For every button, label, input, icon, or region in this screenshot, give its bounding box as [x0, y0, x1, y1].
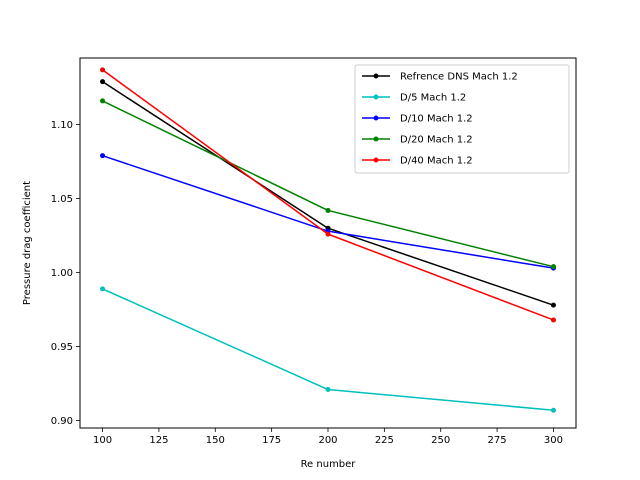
legend-entry: D/10 Mach 1.2 [400, 114, 473, 125]
x-tick-label: 300 [544, 435, 563, 446]
y-axis-label: Pressure drag coefficient [22, 181, 33, 305]
series-3 [100, 98, 556, 270]
series-layer [100, 67, 556, 413]
legend: Refrence DNS Mach 1.2 D/5 Mach 1.2 D/10 Ma… [354, 64, 570, 174]
data-point [325, 387, 331, 393]
data-point [100, 286, 106, 292]
legend-frame [354, 64, 570, 174]
data-point [325, 207, 331, 213]
x-tick-label: 200 [318, 435, 337, 446]
data-point [550, 264, 556, 270]
y-axis-ticks: 0.90 0.95 1.00 1.05 1.10 [51, 120, 80, 427]
x-tick-label: 150 [206, 435, 225, 446]
y-tick-label: 0.90 [51, 416, 73, 427]
data-point [100, 153, 106, 159]
x-tick-label: 250 [431, 435, 450, 446]
data-point [100, 67, 106, 73]
legend-marker [373, 115, 379, 121]
series-line [102, 288, 554, 411]
y-tick-label: 1.10 [51, 120, 73, 131]
x-tick-label: 100 [93, 435, 112, 446]
legend-marker [373, 94, 379, 100]
data-point [100, 98, 106, 104]
x-tick-label: 225 [375, 435, 394, 446]
series-1 [100, 286, 556, 413]
data-point [550, 317, 556, 323]
data-point [550, 302, 556, 308]
x-tick-label: 125 [149, 435, 168, 446]
legend-entry: D/5 Mach 1.2 [400, 93, 466, 104]
x-axis-label: Re number [301, 459, 357, 470]
series-0 [100, 79, 556, 308]
y-tick-label: 1.05 [51, 194, 73, 205]
data-point [325, 231, 331, 237]
legend-marker [373, 136, 379, 142]
legend-marker [373, 157, 379, 163]
legend-entry: D/40 Mach 1.2 [400, 156, 473, 167]
series-4 [100, 67, 556, 323]
legend-entry: Refrence DNS Mach 1.2 [400, 72, 518, 83]
x-tick-label: 275 [488, 435, 507, 446]
x-axis-ticks: 100 125 150 175 200 225 250 275 300 [93, 428, 563, 446]
x-tick-label: 175 [262, 435, 281, 446]
legend-marker [373, 73, 379, 79]
y-tick-label: 1.00 [51, 268, 73, 279]
y-tick-label: 0.95 [51, 342, 73, 353]
data-point [100, 79, 106, 85]
data-point [550, 407, 556, 413]
legend-entry: D/20 Mach 1.2 [400, 135, 473, 146]
